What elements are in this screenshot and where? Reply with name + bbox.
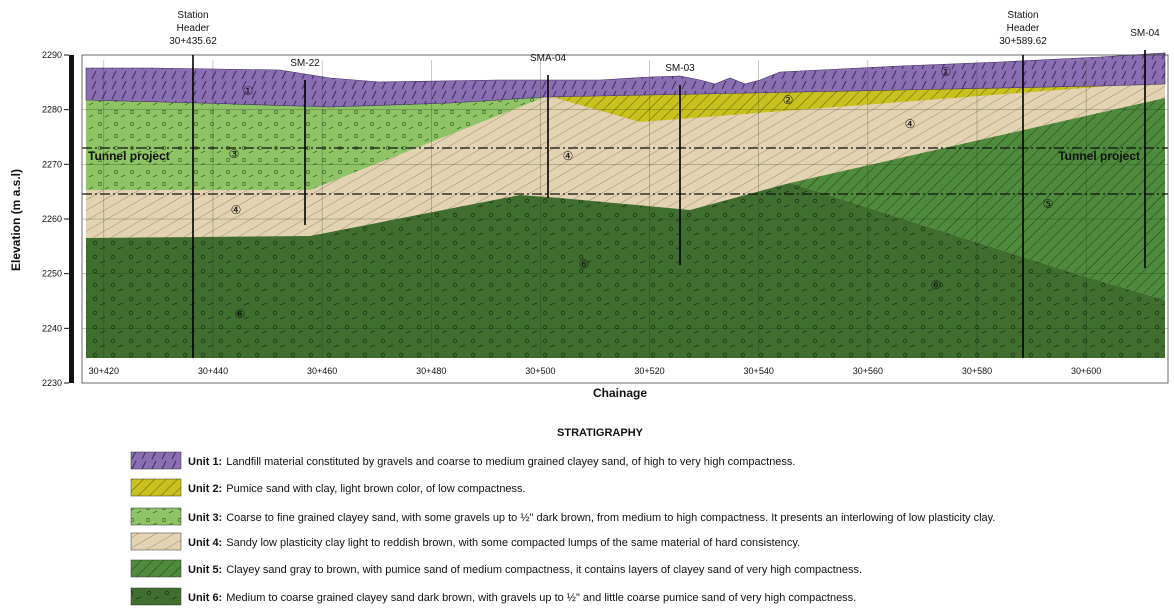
borehole-label: Header: [1007, 23, 1040, 34]
unit-marker: ③: [229, 147, 240, 161]
x-tick-label: 30+600: [1071, 366, 1101, 376]
unit-marker: ①: [941, 65, 952, 79]
legend-text: Sandy low plasticity clay light to reddi…: [226, 537, 800, 549]
legend-swatch: [131, 533, 181, 550]
borehole-label: Header: [177, 23, 210, 34]
unit-marker: ②: [783, 93, 794, 107]
borehole-label: SM-03: [665, 63, 695, 74]
x-tick-label: 30+420: [89, 366, 119, 376]
legend-entry: Unit 2: Pumice sand with clay, light brow…: [188, 483, 526, 495]
borehole-label: SM-22: [290, 58, 320, 69]
legend-swatch: [131, 588, 181, 605]
y-tick-label: 2290: [42, 50, 62, 60]
legend-swatch: [131, 560, 181, 577]
y-tick-label: 2250: [42, 269, 62, 279]
unit-marker: ①: [243, 84, 254, 98]
legend-text: Coarse to fine grained clayey sand, with…: [226, 512, 995, 524]
x-axis-title: Chainage: [593, 386, 647, 400]
legend-text: Clayey sand gray to brown, with pumice s…: [226, 564, 862, 576]
borehole-label: Station: [177, 10, 208, 21]
x-tick-label: 30+560: [853, 366, 883, 376]
legend-label: Unit 3:: [188, 512, 222, 524]
tunnel-label: Tunnel project: [88, 149, 170, 163]
legend-label: Unit 4:: [188, 537, 222, 549]
unit-marker: ⑥: [931, 278, 942, 292]
legend-entry: Unit 6: Medium to coarse grained clayey s…: [188, 592, 856, 604]
legend-text: Pumice sand with clay, light brown color…: [226, 483, 525, 495]
x-tick-label: 30+460: [307, 366, 337, 376]
y-tick-label: 2240: [42, 323, 62, 333]
borehole-label: 30+589.62: [999, 36, 1047, 47]
legend-text: Medium to coarse grained clayey sand dar…: [226, 592, 856, 604]
elevation-scale-bar: [69, 55, 74, 383]
legend-title: STRATIGRAPHY: [557, 427, 644, 439]
legend-swatch: [131, 508, 181, 525]
legend-label: Unit 1:: [188, 456, 222, 468]
legend-swatch: [131, 479, 181, 496]
y-tick-label: 2280: [42, 105, 62, 115]
borehole-label: SM-04: [1130, 28, 1160, 39]
legend-entry: Unit 5: Clayey sand gray to brown, with p…: [188, 564, 862, 576]
borehole-label: 30+435.62: [169, 36, 217, 47]
y-tick-label: 2260: [42, 214, 62, 224]
legend-entry: Unit 4: Sandy low plasticity clay light t…: [188, 537, 800, 549]
cross-section: Tunnel project Tunnel project Elevation …: [0, 0, 1174, 608]
legend-label: Unit 2:: [188, 483, 222, 495]
x-tick-label: 30+520: [634, 366, 664, 376]
x-tick-label: 30+440: [198, 366, 228, 376]
unit-marker: ④: [563, 149, 574, 163]
x-tick-label: 30+580: [962, 366, 992, 376]
unit-marker: ④: [905, 117, 916, 131]
tunnel-label: Tunnel project: [1058, 149, 1140, 163]
unit-marker: ⑥: [579, 257, 590, 271]
x-tick-label: 30+500: [525, 366, 555, 376]
unit-marker: ④: [231, 203, 242, 217]
legend-entry: Unit 3: Coarse to fine grained clayey san…: [188, 512, 995, 524]
x-tick-label: 30+480: [416, 366, 446, 376]
borehole-label: Station: [1007, 10, 1038, 21]
legend-label: Unit 6:: [188, 592, 222, 604]
legend-label: Unit 5:: [188, 564, 222, 576]
legend-text: Landfill material constituted by gravels…: [226, 456, 795, 468]
unit-marker: ⑥: [235, 307, 246, 321]
borehole-label: SMA-04: [530, 53, 567, 64]
legend-swatch: [131, 452, 181, 469]
unit-marker: ⑤: [1043, 197, 1054, 211]
x-tick-label: 30+540: [744, 366, 774, 376]
y-tick-label: 2230: [42, 378, 62, 388]
y-axis-title: Elevation (m a.s.l): [9, 169, 23, 271]
y-tick-label: 2270: [42, 159, 62, 169]
layers: [86, 53, 1165, 358]
legend-entry: Unit 1: Landfill material constituted by …: [188, 456, 795, 468]
